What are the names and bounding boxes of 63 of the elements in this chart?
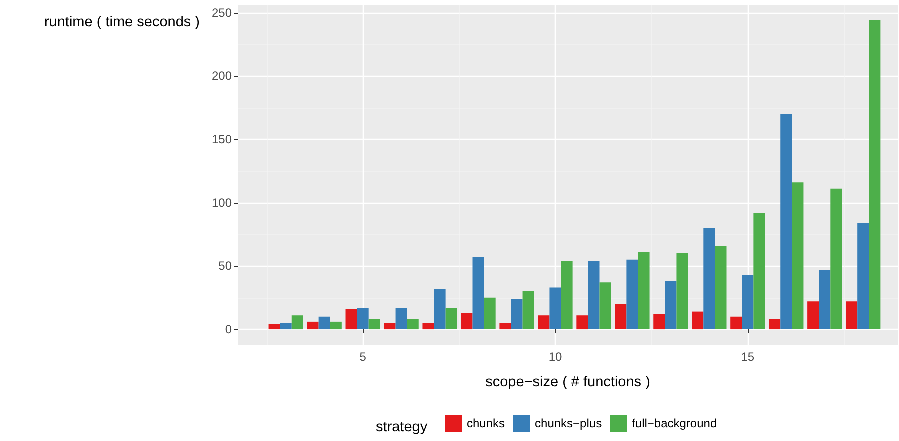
bar — [576, 316, 588, 330]
bar — [676, 254, 688, 330]
bar — [318, 316, 330, 330]
bar — [422, 323, 434, 330]
legend-label: chunks — [467, 416, 506, 430]
bar — [522, 292, 534, 330]
bar — [472, 257, 484, 330]
bar — [461, 313, 473, 330]
legend-label: chunks−plus — [535, 416, 602, 430]
bar — [808, 302, 820, 330]
bar — [792, 182, 804, 330]
bar — [819, 270, 831, 330]
bar — [550, 288, 562, 330]
bar — [561, 261, 573, 330]
x-tick-label: 10 — [548, 350, 562, 364]
bar — [588, 261, 600, 330]
bar — [692, 312, 704, 330]
bar — [484, 298, 496, 330]
bar — [268, 324, 280, 330]
bar — [407, 319, 419, 330]
bar — [330, 322, 342, 330]
legend-title: strategy — [376, 420, 428, 436]
x-tick-label: 5 — [360, 350, 367, 364]
y-tick-label: 200 — [212, 69, 232, 84]
y-tick-label: 50 — [218, 259, 232, 274]
y-tick-label: 100 — [212, 196, 232, 210]
bar — [307, 322, 319, 330]
bar — [846, 302, 858, 330]
bar — [368, 319, 380, 330]
bar — [780, 114, 792, 330]
bar — [665, 281, 677, 330]
legend-label: full−background — [632, 416, 718, 430]
bar — [357, 308, 369, 330]
bar — [769, 319, 781, 330]
y-tick-label: 0 — [225, 322, 232, 337]
y-tick-label: 150 — [212, 132, 232, 147]
bar — [434, 289, 446, 330]
bar — [346, 309, 358, 330]
bar — [869, 20, 881, 330]
bar — [446, 308, 458, 330]
bar — [742, 275, 754, 330]
bar — [384, 323, 396, 330]
bar — [704, 228, 716, 330]
bar — [600, 282, 612, 330]
bar — [638, 252, 650, 330]
bar — [538, 316, 550, 330]
y-tick-label: 250 — [212, 6, 232, 20]
bar — [715, 246, 727, 330]
bar — [626, 260, 638, 330]
y-axis-title: runtime ( time seconds ) — [44, 14, 200, 30]
bar — [500, 323, 512, 330]
bar — [615, 304, 627, 330]
bar — [754, 213, 766, 330]
bar — [654, 314, 666, 330]
bar — [280, 323, 292, 330]
bar — [396, 308, 408, 330]
x-tick-label: 15 — [741, 350, 755, 364]
x-axis-title: scope−size ( # functions ) — [486, 374, 650, 390]
bar — [730, 316, 742, 330]
bar — [858, 223, 870, 330]
bar — [830, 188, 842, 330]
bar — [292, 316, 304, 330]
bar — [511, 299, 523, 330]
